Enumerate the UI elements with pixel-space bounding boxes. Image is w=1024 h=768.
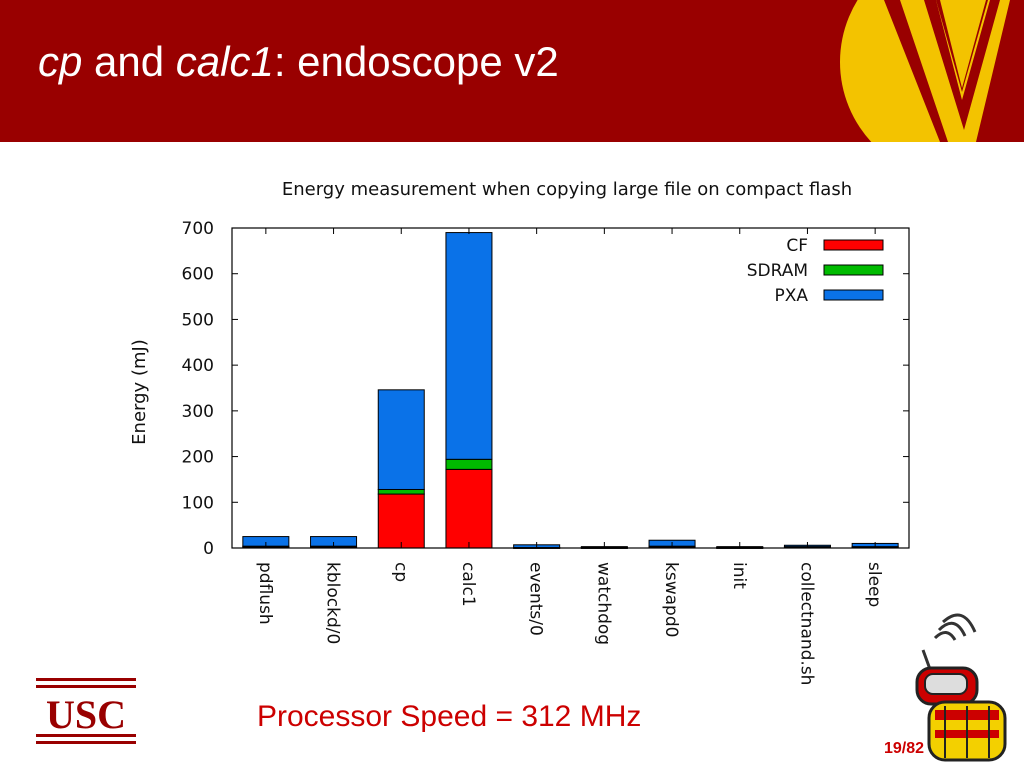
chart-title: Energy measurement when copying large fi… [282,179,852,200]
bar-calc1-PXA [445,232,493,460]
legend-label: SDRAM [747,261,808,281]
y-axis-ticks: 0 100 200 300 400 500 600 700 [182,219,909,559]
bar-calc1-CF [445,468,493,549]
bar-cp-CF [377,493,425,549]
title-and: and [82,38,176,85]
page-number: 19/82 [884,740,925,757]
x-tick-label: init [729,562,749,589]
legend-label: PXA [774,286,808,306]
y-tick-label: 400 [182,356,214,376]
x-tick-label: cp [390,562,410,582]
legend-swatch [823,264,884,276]
y-tick-label: 300 [182,402,214,422]
slide-header: cp and calc1: endoscope v2 [0,0,1024,142]
bar-cp-PXA [377,389,425,490]
y-tick-label: 500 [182,310,214,330]
x-axis-labels: pdflush kblockd/0 cp calc1 events/0 watchdog k… [255,228,884,685]
x-tick-label: kswapd0 [661,562,681,637]
legend-swatch [823,239,884,251]
x-tick-label: watchdog [593,562,613,645]
x-tick-label: calc1 [458,562,478,607]
x-tick-label: sleep [864,562,884,607]
x-tick-label: pdflush [255,562,275,625]
y-tick-label: 100 [182,493,214,513]
y-tick-label: 700 [182,219,214,239]
title-calc1: calc1 [175,38,274,85]
y-axis-label: Energy (mJ) [129,339,150,445]
x-tick-label: events/0 [526,562,546,636]
processor-speed-text: Processor Speed = 312 MHz [257,700,642,733]
robot-mascot-icon [915,613,1007,762]
plot-frame [231,227,910,549]
y-tick-label: 200 [182,448,214,468]
title-rest: : endoscope v2 [273,38,559,85]
legend: CF SDRAM PXA [747,236,884,306]
bars [242,232,899,549]
y-tick-label: 600 [182,265,214,285]
bar-calc1-SDRAM [445,458,493,470]
title-cp: cp [38,38,83,85]
legend-swatch [823,289,884,301]
usc-logo-text: USC [46,692,126,737]
slide-title: cp and calc1: endoscope v2 [38,38,559,86]
y-tick-label: 0 [203,539,214,559]
university-v-logo-icon [840,0,1024,142]
bar-cp-SDRAM [377,488,425,495]
legend-label: CF [786,236,808,256]
energy-bar-chart: Energy measurement when copying large fi… [129,179,910,685]
x-tick-label: collectnand.sh [796,562,816,685]
usc-logo-icon: USC [36,678,136,744]
x-tick-label: kblockd/0 [323,562,343,644]
